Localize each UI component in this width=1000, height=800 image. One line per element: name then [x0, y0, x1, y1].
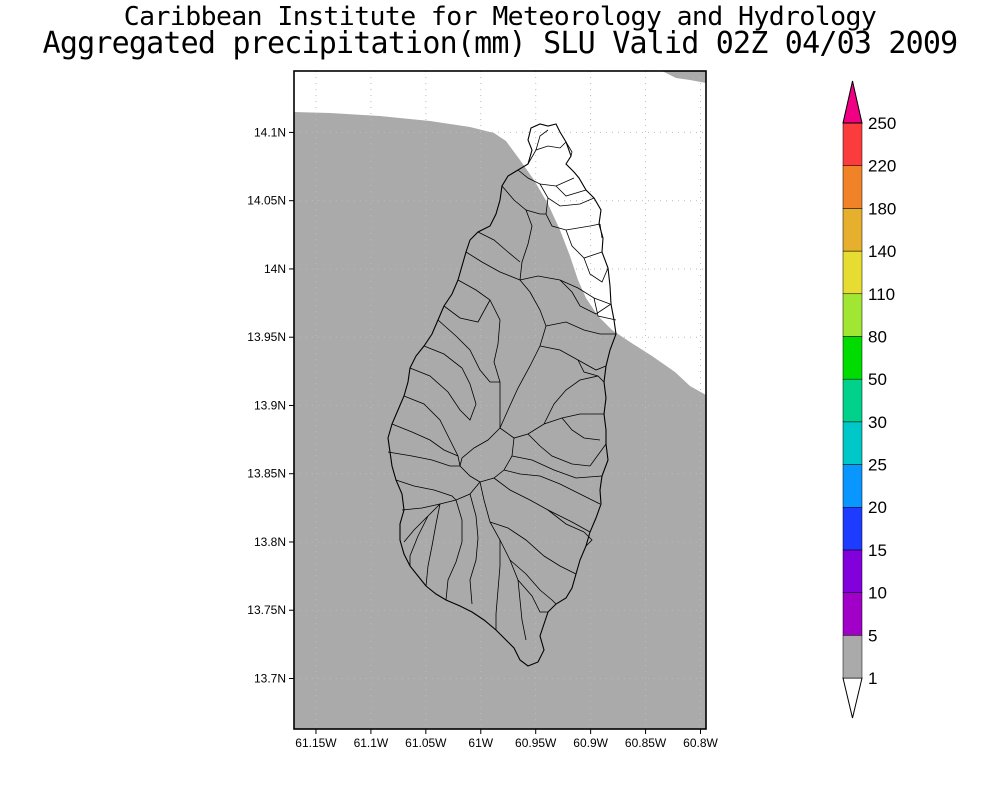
lat-tick-label: 14N	[264, 262, 286, 276]
colorbar-top-triangle	[842, 80, 863, 124]
lon-tick-label: 61W	[468, 736, 493, 750]
lon-tick-label: 61.1W	[354, 736, 389, 750]
lon-tick-label: 60.8W	[683, 736, 718, 750]
precip-area-corner	[662, 71, 706, 83]
colorbar-label: 110	[868, 285, 895, 304]
colorbar-label: 80	[868, 327, 887, 346]
colorbar-label: 250	[868, 114, 896, 133]
colorbar-label: 140	[868, 242, 896, 261]
colorbar-label: 30	[868, 413, 887, 432]
island-coastline	[387, 123, 617, 667]
lat-tick-label: 13.95N	[247, 330, 286, 344]
lat-tick-label: 14.1N	[254, 125, 286, 139]
colorbar-box	[842, 165, 863, 209]
map-area	[293, 70, 707, 730]
colorbar-label: 15	[868, 541, 887, 560]
colorbar-label: 10	[868, 584, 887, 603]
colorbar-box	[842, 378, 863, 423]
colorbar-box	[842, 464, 863, 508]
colorbar-box	[842, 250, 863, 295]
colorbar-label: 20	[868, 498, 887, 517]
colorbar-label: 25	[868, 456, 887, 475]
colorbar-box	[842, 293, 863, 337]
lon-tick-label: 61.05W	[405, 736, 447, 750]
longitude-axis: 61.15W 61.1W 61.05W 61W 60.95W 60.9W 60.85W 60.…	[295, 729, 719, 750]
colorbar-box	[842, 122, 863, 166]
chart-title-line2: Aggregated precipitation(mm) SLU Valid 0…	[42, 26, 959, 61]
colorbar-box	[842, 592, 863, 636]
colorbar-box	[842, 421, 863, 465]
lon-tick-label: 61.15W	[295, 736, 337, 750]
colorbar-box	[842, 549, 863, 593]
lat-tick-label: 14.05N	[247, 194, 286, 208]
lat-tick-label: 13.85N	[247, 467, 286, 481]
colorbar-label: 220	[868, 157, 896, 176]
map-frame	[293, 70, 707, 730]
colorbar-label: 50	[868, 370, 887, 389]
lat-tick-label: 13.7N	[254, 671, 286, 685]
lon-tick-label: 60.9W	[573, 736, 608, 750]
colorbar-label: 5	[868, 626, 877, 645]
lon-tick-label: 60.95W	[515, 736, 557, 750]
colorbar-box	[842, 635, 863, 679]
lat-tick-label: 13.9N	[254, 398, 286, 412]
colorbar-bottom-triangle	[842, 677, 863, 719]
latitude-axis: 14.1N 14.05N 14N 13.95N 13.9N 13.85N 13.8N 13.7…	[247, 125, 294, 685]
colorbar-box	[842, 336, 863, 380]
lon-tick-label: 60.85W	[625, 736, 667, 750]
chart-title-line1: Caribbean Institute for Meteorology and …	[123, 2, 877, 32]
colorbar-box	[842, 506, 863, 551]
colorbar-label: 180	[868, 199, 896, 218]
colorbar-label: 1	[868, 669, 877, 688]
lat-tick-label: 13.8N	[254, 535, 286, 549]
colorbar-box	[842, 208, 863, 252]
district-boundaries	[387, 129, 617, 641]
lat-tick-label: 13.75N	[247, 603, 286, 617]
